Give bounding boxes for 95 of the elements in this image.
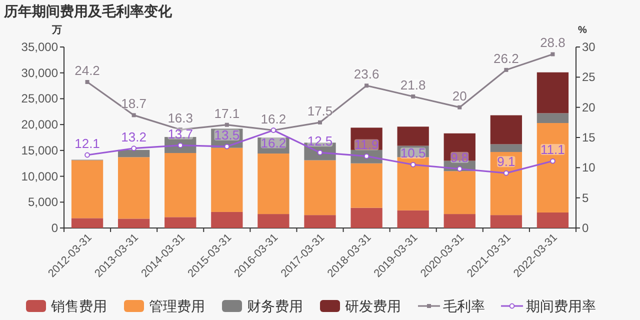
y2-tick-label: 15 <box>582 130 596 144</box>
y-tick-label: 35,000 <box>21 40 58 54</box>
bar <box>490 215 522 228</box>
bar <box>258 154 290 214</box>
point <box>458 105 462 110</box>
data-label: 12.1 <box>74 136 100 151</box>
y2-tick-label: 25 <box>582 70 596 84</box>
point <box>317 150 323 156</box>
bar <box>444 171 476 214</box>
data-label: 21.8 <box>400 77 426 92</box>
legend-label: 财务费用 <box>247 298 303 314</box>
bar <box>164 217 196 228</box>
y-tick-label: 20,000 <box>21 118 58 132</box>
point <box>132 113 136 118</box>
data-label: 28.8 <box>540 35 566 50</box>
bar <box>211 148 243 212</box>
bar <box>258 214 290 228</box>
data-label: 16.2 <box>260 111 286 126</box>
bar <box>536 123 569 212</box>
legend-label: 毛利率 <box>443 298 485 314</box>
y-tick-label: 30,000 <box>21 66 58 80</box>
bar <box>350 163 382 208</box>
bar <box>304 215 336 228</box>
data-label: 23.6 <box>354 66 380 82</box>
bar <box>397 157 429 210</box>
bar <box>118 150 150 158</box>
bar <box>490 152 522 216</box>
data-label: 12.5 <box>307 134 333 149</box>
bar <box>350 208 382 228</box>
data-label: 11.1 <box>540 142 565 158</box>
y2-tick-label: 10 <box>582 160 596 175</box>
bar <box>444 214 476 228</box>
data-label: 13.5 <box>214 128 240 143</box>
y2-tick-label: 0 <box>582 221 589 235</box>
bar <box>536 113 569 124</box>
point <box>224 144 230 150</box>
point <box>84 152 90 158</box>
point <box>364 84 369 88</box>
y2-axis-title: % <box>578 25 587 36</box>
chart-title: 历年期间费用及毛利率变化 <box>3 3 173 19</box>
data-label: 10.5 <box>400 146 426 161</box>
bar <box>211 212 243 228</box>
y-tick-label: 0 <box>51 221 58 235</box>
data-label: 17.5 <box>307 103 333 118</box>
point <box>224 122 229 127</box>
legend-label: 研发费用 <box>345 298 401 314</box>
bar <box>118 157 150 219</box>
bar <box>490 115 522 144</box>
y-tick-label: 5,000 <box>28 195 58 210</box>
data-label: 11.9 <box>354 137 379 152</box>
data-label: 18.7 <box>121 96 146 112</box>
legend-label: 期间费用率 <box>526 298 596 314</box>
point <box>504 68 508 72</box>
data-label: 9.1 <box>497 154 516 170</box>
data-label: 9.8 <box>450 150 469 165</box>
data-label: 16.2 <box>260 135 286 150</box>
bar <box>350 128 382 150</box>
point <box>411 94 416 98</box>
bar <box>536 72 569 114</box>
bar <box>397 126 429 146</box>
y2-tick-label: 30 <box>582 40 596 54</box>
bar <box>118 218 150 228</box>
point <box>364 154 370 159</box>
legend-label: 管理费用 <box>149 298 205 314</box>
data-label: 17.1 <box>214 106 240 121</box>
bar <box>71 218 104 228</box>
data-label: 13.2 <box>121 129 146 144</box>
y-tick-label: 25,000 <box>21 92 58 106</box>
data-label: 20 <box>452 88 467 104</box>
bar <box>444 133 476 161</box>
y-axis-title: 万 <box>51 25 62 36</box>
point <box>410 162 416 168</box>
data-label: 13.7 <box>168 126 194 142</box>
bar <box>71 160 104 218</box>
bar <box>304 160 336 216</box>
legend-label: 销售费用 <box>50 298 107 314</box>
data-label: 16.3 <box>168 110 194 126</box>
data-label: 24.2 <box>74 62 100 78</box>
bar <box>536 212 569 228</box>
y-tick-label: 10,000 <box>21 169 58 184</box>
point <box>318 120 322 124</box>
bar <box>397 210 429 228</box>
point <box>85 80 90 84</box>
bar <box>164 153 196 218</box>
point <box>178 142 184 148</box>
point <box>550 52 555 56</box>
point <box>456 166 462 172</box>
bar <box>490 144 522 152</box>
point <box>503 170 509 176</box>
y2-tick-label: 20 <box>582 100 596 114</box>
data-label: 26.2 <box>494 50 519 66</box>
y-tick-label: 15,000 <box>21 143 58 158</box>
point <box>550 158 556 164</box>
y2-tick-label: 5 <box>582 190 589 205</box>
point <box>131 146 137 152</box>
